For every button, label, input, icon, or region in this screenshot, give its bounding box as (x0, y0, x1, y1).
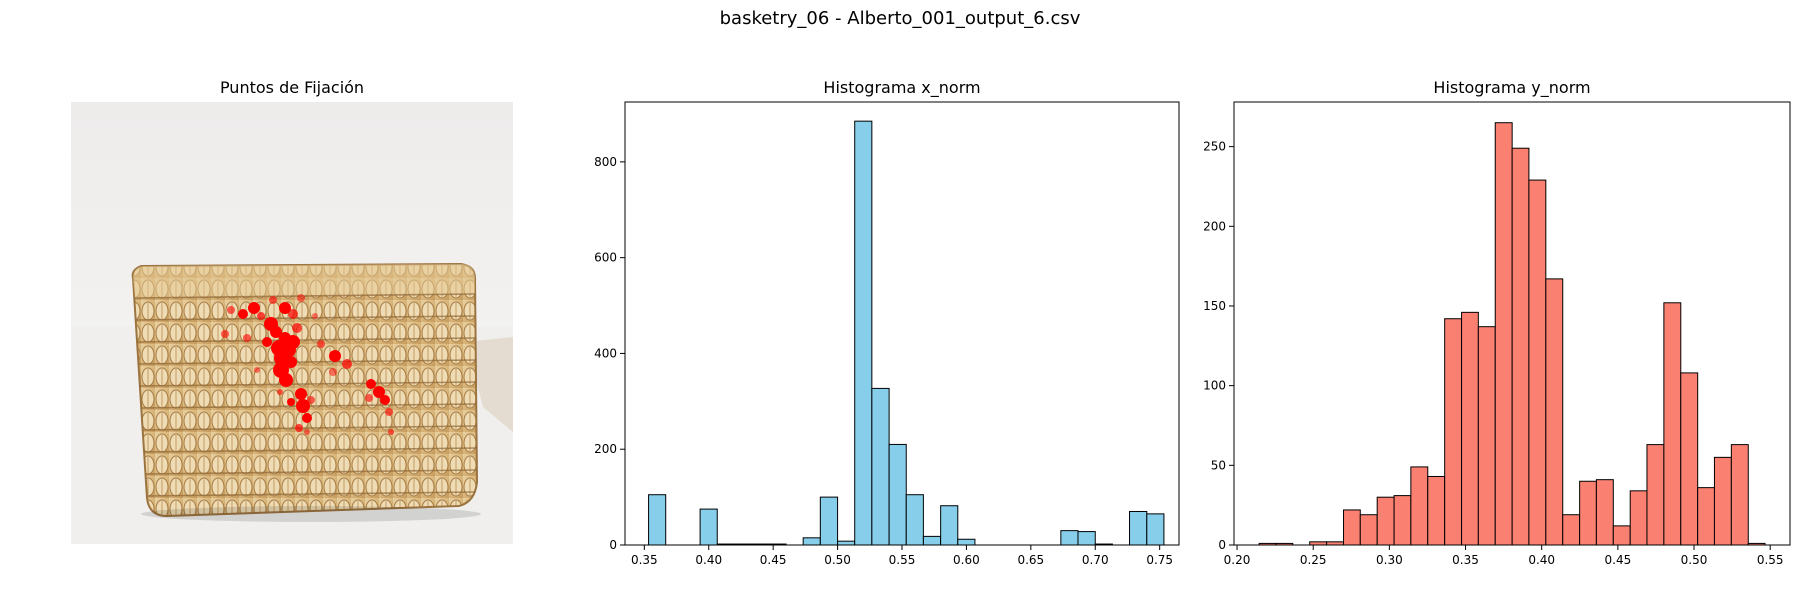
histogram-bar (1477, 326, 1496, 546)
histogram-bar (1629, 490, 1648, 546)
x-tick-label: 0.45 (1605, 553, 1632, 567)
histogram-bar (1646, 444, 1665, 546)
x-tick-label: 0.50 (1681, 553, 1708, 567)
x-tick-label: 0.50 (824, 553, 851, 567)
histogram-bar (1427, 475, 1446, 546)
y-tick-label: 400 (594, 346, 617, 360)
histogram-bar (1376, 496, 1395, 546)
x-tick-label: 0.65 (1017, 553, 1044, 567)
axes-frame (1233, 101, 1791, 546)
basket-photo-illustration (71, 102, 513, 544)
y-tick-label: 150 (1203, 299, 1226, 313)
y-tick-label: 800 (594, 155, 617, 169)
x-tick-label: 0.55 (889, 553, 916, 567)
y-tick-label: 50 (1211, 458, 1226, 472)
histogram-bar (1359, 514, 1378, 546)
histogram-bar (1343, 509, 1361, 546)
x-tick-label: 0.25 (1300, 553, 1327, 567)
histogram-bar (1595, 479, 1614, 546)
x-tick-label: 0.35 (631, 553, 658, 567)
x-tick-label: 0.45 (760, 553, 787, 567)
histogram-bar (1579, 480, 1597, 546)
image-panel-title: Puntos de Fijación (219, 78, 365, 97)
x-tick-label: 0.55 (1757, 553, 1784, 567)
histogram-bar (1697, 487, 1715, 546)
y-tick-label: 600 (594, 251, 617, 265)
histogram-x-title: Histograma x_norm (823, 78, 981, 97)
x-tick-label: 0.60 (953, 553, 980, 567)
x-tick-label: 0.40 (695, 553, 722, 567)
histogram-y-title: Histograma y_norm (1433, 78, 1591, 97)
histogram-bar (1528, 179, 1547, 546)
x-tick-label: 0.70 (1082, 553, 1109, 567)
y-tick-label: 0 (1218, 538, 1226, 552)
histogram-bar (1663, 302, 1682, 546)
histogram-bar (1444, 318, 1463, 546)
histogram-bar (1511, 147, 1530, 546)
histogram-bar (1461, 311, 1479, 546)
histogram-bar (1545, 278, 1564, 546)
histogram-bar (1713, 456, 1732, 546)
histogram-bar (1393, 495, 1412, 546)
histogram-bar (1562, 514, 1581, 546)
basket-photo-with-fixations (71, 102, 513, 544)
histogram-bar (1410, 466, 1429, 546)
y-tick-label: 250 (1203, 140, 1226, 154)
x-tick-label: 0.75 (1146, 553, 1173, 567)
x-tick-label: 0.30 (1376, 553, 1403, 567)
histogram-bar (1612, 525, 1631, 546)
histogram-bar (1680, 372, 1699, 546)
histogram-bar (1494, 122, 1513, 546)
x-tick-label: 0.20 (1224, 553, 1251, 567)
y-tick-label: 200 (1203, 219, 1226, 233)
y-tick-label: 200 (594, 442, 617, 456)
y-tick-label: 0 (609, 538, 617, 552)
y-tick-label: 100 (1203, 379, 1226, 393)
figure-suptitle: basketry_06 - Alberto_001_output_6.csv (719, 8, 1081, 29)
x-tick-label: 0.35 (1452, 553, 1479, 567)
fixation-points (221, 294, 394, 435)
x-tick-label: 0.40 (1528, 553, 1555, 567)
histogram-bar (1730, 444, 1749, 546)
